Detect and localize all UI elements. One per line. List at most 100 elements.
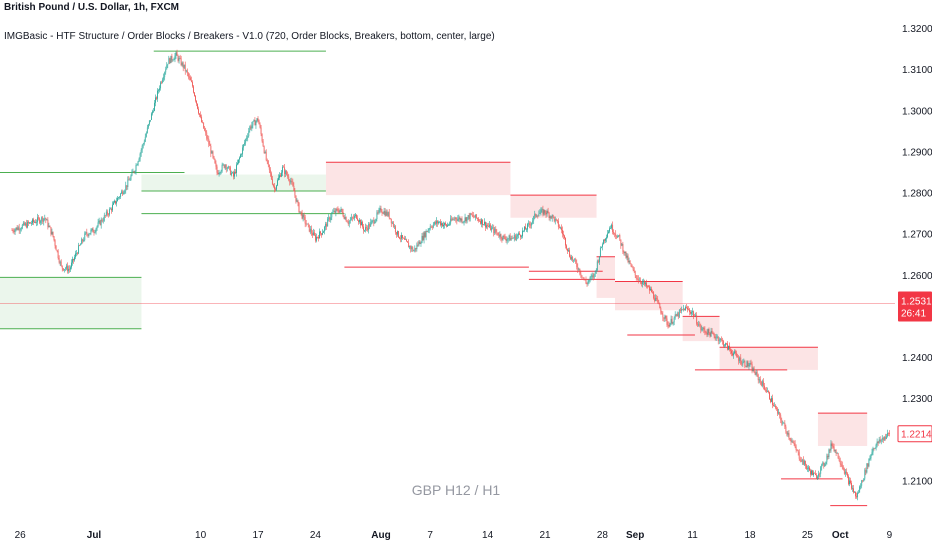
candle xyxy=(679,307,681,313)
candle xyxy=(723,344,725,348)
candle-body xyxy=(411,247,413,250)
candle-body xyxy=(552,215,554,217)
candle-body xyxy=(516,235,518,237)
candle xyxy=(585,276,587,285)
candle-body xyxy=(71,262,72,268)
candle-body xyxy=(722,341,724,347)
candle-body xyxy=(666,318,668,325)
candle xyxy=(279,172,280,180)
candle xyxy=(247,133,249,142)
candle-body xyxy=(720,338,722,340)
candle xyxy=(685,305,686,311)
candle xyxy=(467,214,469,220)
candle-body xyxy=(711,330,713,334)
indicator-legend[interactable]: IMGBasic - HTF Structure / Order Blocks … xyxy=(4,31,495,42)
candle-body xyxy=(146,127,148,133)
candle xyxy=(358,219,359,225)
candle xyxy=(777,407,779,416)
candle xyxy=(543,209,545,216)
candle-body xyxy=(112,204,113,211)
candle-body xyxy=(45,218,47,221)
candle-body xyxy=(269,169,271,174)
candle-body xyxy=(859,486,861,493)
x-tick-label: 21 xyxy=(539,530,551,541)
candle xyxy=(699,321,701,328)
candle-body xyxy=(92,228,94,233)
candle xyxy=(483,224,484,226)
candle-body xyxy=(787,433,789,435)
candle-body xyxy=(198,108,199,114)
candle-body xyxy=(840,463,842,465)
candle xyxy=(580,270,582,278)
candle xyxy=(671,315,673,325)
candle xyxy=(145,131,147,138)
candle-body xyxy=(176,52,178,56)
candle xyxy=(798,449,800,461)
candle xyxy=(636,275,638,281)
candle xyxy=(721,337,723,345)
candle xyxy=(681,309,683,311)
candle-body xyxy=(264,151,266,153)
candle-body xyxy=(183,64,185,68)
candle xyxy=(775,404,777,410)
candle xyxy=(61,265,63,272)
candle xyxy=(649,285,650,294)
candle-body xyxy=(679,310,681,311)
candle xyxy=(785,424,787,434)
candle-body xyxy=(551,215,553,219)
candle xyxy=(184,61,186,75)
candle-body xyxy=(419,241,421,244)
candle-body xyxy=(222,164,224,166)
candle-body xyxy=(363,226,364,231)
candle-body xyxy=(646,282,647,287)
candle-body xyxy=(147,124,149,128)
candle-body xyxy=(202,122,204,123)
candle xyxy=(739,356,741,364)
candle-body xyxy=(605,238,606,241)
candle-body xyxy=(421,235,423,243)
candle-body xyxy=(713,333,715,337)
candle xyxy=(194,91,195,97)
candle-body xyxy=(325,223,327,227)
candle xyxy=(475,213,477,219)
candle-body xyxy=(615,233,617,236)
candle xyxy=(511,235,513,240)
candle-body xyxy=(795,446,797,451)
candle xyxy=(637,275,639,284)
candle-body xyxy=(81,239,83,245)
candle xyxy=(322,229,323,236)
candle-body xyxy=(524,226,525,231)
candle-body xyxy=(340,208,342,210)
candle xyxy=(621,242,623,247)
candle-body xyxy=(261,134,263,142)
candle-body xyxy=(507,238,509,240)
candle xyxy=(520,234,521,240)
candle-body xyxy=(815,473,816,475)
candle-body xyxy=(66,265,68,272)
candle-body xyxy=(660,308,662,313)
candle-body xyxy=(857,492,859,498)
candle-body xyxy=(871,452,873,455)
candle-body xyxy=(740,357,742,364)
candle-body xyxy=(454,217,456,220)
candle xyxy=(216,164,218,176)
candle-body xyxy=(420,242,422,244)
candle xyxy=(57,249,59,260)
candle xyxy=(431,225,433,230)
candle-body xyxy=(51,231,53,235)
candle-body xyxy=(33,219,34,223)
candle xyxy=(187,72,189,80)
candle xyxy=(101,218,103,223)
candle-body xyxy=(127,179,129,188)
candle-body xyxy=(258,120,260,125)
candle-body xyxy=(774,405,775,407)
candle-body xyxy=(201,116,203,123)
candle xyxy=(606,234,607,243)
candle xyxy=(456,217,458,225)
candle-body xyxy=(597,261,599,263)
candle xyxy=(144,133,146,143)
candle-body xyxy=(502,235,504,240)
candle xyxy=(134,170,136,174)
candle xyxy=(143,139,145,146)
